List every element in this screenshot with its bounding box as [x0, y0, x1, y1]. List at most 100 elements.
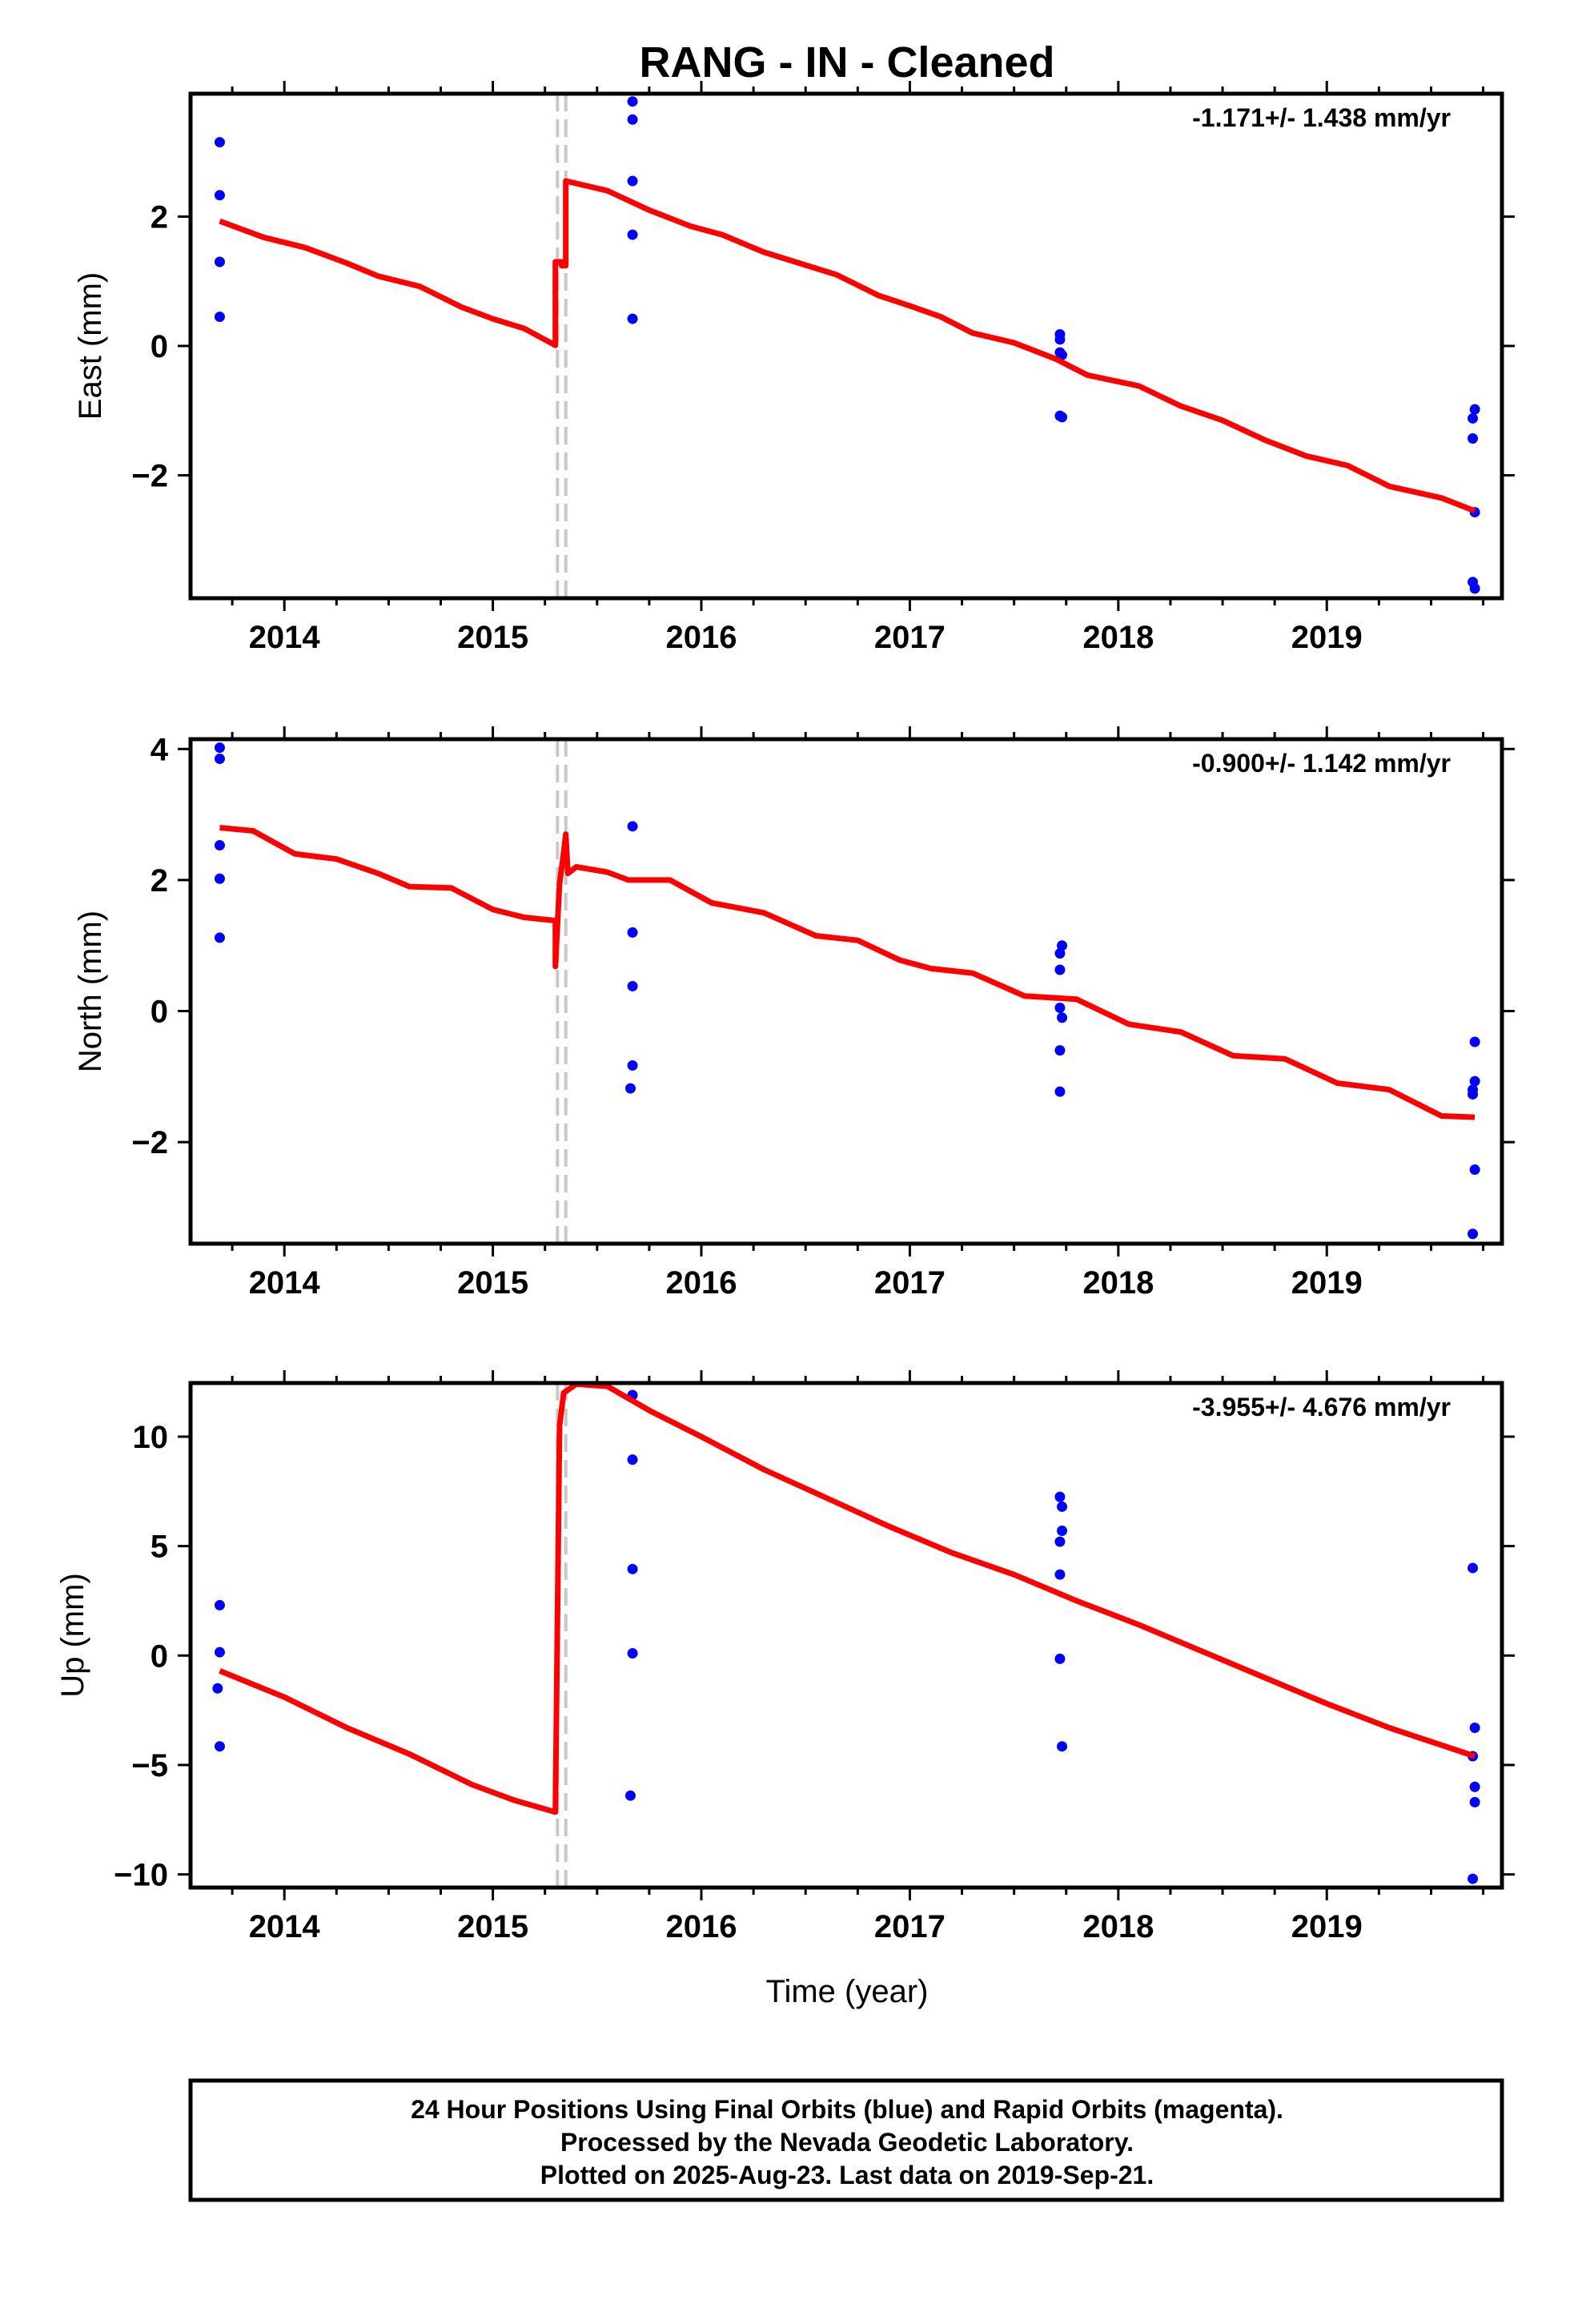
- y-tick-label: 5: [151, 1530, 168, 1565]
- x-tick-label-2018: 2018: [1082, 620, 1154, 655]
- data-point-17: [1469, 1722, 1480, 1733]
- y-tick-label: −2: [131, 1125, 168, 1160]
- data-point-15: [1054, 1045, 1066, 1056]
- data-point-12: [1057, 349, 1068, 360]
- model-line: [219, 825, 1476, 1120]
- x-tick-label-2019: 2019: [1291, 1909, 1363, 1944]
- data-point-19: [1469, 1781, 1480, 1792]
- data-point-1: [214, 190, 225, 201]
- data-point-12: [1054, 964, 1066, 975]
- data-point-12: [1054, 1536, 1066, 1547]
- x-tick-label-2019: 2019: [1291, 620, 1363, 655]
- data-point-22: [1468, 1228, 1479, 1240]
- data-point-21: [1469, 1164, 1480, 1176]
- data-point-9: [1054, 1491, 1066, 1502]
- data-point-20: [1469, 1796, 1480, 1807]
- data-point-5: [627, 821, 638, 832]
- data-point-5: [627, 114, 638, 125]
- data-point-7: [627, 1648, 638, 1659]
- panel-north: 2014 2015 2016 2017 2018 2019 −2 0 2 4 North (mm) -…: [73, 726, 1515, 1301]
- data-point-17: [1469, 1036, 1480, 1047]
- rate-annotation: -1.171+/- 1.438 mm/yr: [1192, 103, 1451, 132]
- y-tick-label: 10: [133, 1420, 169, 1455]
- y-tick-label: −5: [131, 1748, 168, 1783]
- data-point-8: [624, 1790, 636, 1801]
- data-point-20: [1468, 1088, 1479, 1100]
- data-point-18: [1469, 1076, 1480, 1087]
- data-point-15: [1057, 1741, 1068, 1752]
- footer-box: [188, 2078, 1504, 2202]
- data-point-7: [627, 229, 638, 240]
- x-tick-label-2015: 2015: [457, 620, 528, 655]
- data-point-14: [1057, 1012, 1068, 1023]
- model-line: [219, 178, 1476, 514]
- data-point-11: [1054, 948, 1066, 959]
- y-tick-label: 0: [151, 1638, 168, 1674]
- x-tick-label-2014: 2014: [249, 1909, 321, 1944]
- panel-up: 2014 2015 2016 2017 2018 2019 −10 −5 0 5 10 Up (mm)…: [55, 1370, 1515, 1944]
- x-tick-label-2016: 2016: [666, 1265, 737, 1301]
- data-point-0: [214, 137, 225, 148]
- rate-annotation: -3.955+/- 4.676 mm/yr: [1192, 1393, 1451, 1421]
- data-point-7: [627, 980, 638, 991]
- panels: 2014 2015 2016 2017 2018 2019 −2 0 2 East (mm) -1.…: [55, 81, 1515, 1944]
- x-axis-label: Time (year): [766, 1974, 929, 2009]
- x-tick-label-2014: 2014: [249, 1265, 321, 1301]
- data-point-11: [1057, 1525, 1068, 1536]
- footer-line-2: Processed by the Nevada Geodetic Laborat…: [560, 2128, 1134, 2157]
- data-point-6: [627, 175, 638, 187]
- data-point-8: [627, 1059, 638, 1071]
- data-point-13: [1054, 1002, 1066, 1013]
- data-point-3: [214, 873, 225, 884]
- data-point-21: [1468, 1873, 1479, 1884]
- x-tick-label-2015: 2015: [457, 1909, 528, 1944]
- data-point-6: [627, 927, 638, 938]
- x-tick-label-2016: 2016: [666, 1909, 737, 1944]
- data-point-15: [1469, 404, 1480, 415]
- data-point-16: [1054, 1086, 1066, 1097]
- data-point-17: [1468, 433, 1479, 444]
- x-tick-label-2019: 2019: [1291, 1265, 1363, 1301]
- data-point-10: [1057, 1501, 1068, 1512]
- y-tick-label: −10: [114, 1858, 168, 1893]
- data-point-2: [214, 840, 225, 851]
- x-tick-label-2017: 2017: [874, 1909, 946, 1944]
- data-points: [212, 1389, 1480, 1884]
- data-point-14: [1057, 412, 1068, 423]
- x-tick-label-2018: 2018: [1082, 1265, 1154, 1301]
- data-point-1: [214, 754, 225, 765]
- model-line: [219, 1383, 1476, 1815]
- data-point-2: [214, 256, 225, 267]
- y-tick-label: 2: [151, 199, 168, 235]
- data-point-4: [627, 96, 638, 107]
- x-tick-label-2017: 2017: [874, 620, 946, 655]
- footer-line-1: 24 Hour Positions Using Final Orbits (bl…: [411, 2095, 1283, 2124]
- data-point-5: [627, 1454, 638, 1466]
- data-point-20: [1469, 583, 1480, 594]
- data-point-10: [1057, 940, 1068, 951]
- x-tick-label-2017: 2017: [874, 1265, 946, 1301]
- data-point-16: [1468, 1562, 1479, 1574]
- plot-frame: [188, 1381, 1504, 1890]
- data-point-14: [1054, 1653, 1066, 1664]
- data-points: [214, 742, 1480, 1240]
- y-tick-label: 2: [151, 863, 168, 899]
- y-axis-label-north: North (mm): [73, 911, 108, 1072]
- y-tick-label: 0: [151, 995, 168, 1030]
- plot-frame: [188, 737, 1504, 1246]
- data-point-2: [212, 1683, 223, 1694]
- data-point-13: [1054, 1569, 1066, 1580]
- data-point-16: [1468, 412, 1479, 424]
- data-point-1: [214, 1647, 225, 1658]
- x-tick-label-2014: 2014: [249, 620, 321, 655]
- y-tick-label: −2: [131, 459, 168, 494]
- figure-title: RANG - IN - Cleaned: [639, 38, 1054, 86]
- panel-east: 2014 2015 2016 2017 2018 2019 −2 0 2 East (mm) -1.…: [73, 81, 1515, 655]
- rate-annotation: -0.900+/- 1.142 mm/yr: [1192, 749, 1451, 778]
- data-point-3: [214, 312, 225, 323]
- x-tick-label-2016: 2016: [666, 620, 737, 655]
- footer-line-3: Plotted on 2025-Aug-23. Last data on 201…: [540, 2161, 1154, 2189]
- y-tick-label: 4: [151, 732, 169, 767]
- data-point-8: [627, 313, 638, 324]
